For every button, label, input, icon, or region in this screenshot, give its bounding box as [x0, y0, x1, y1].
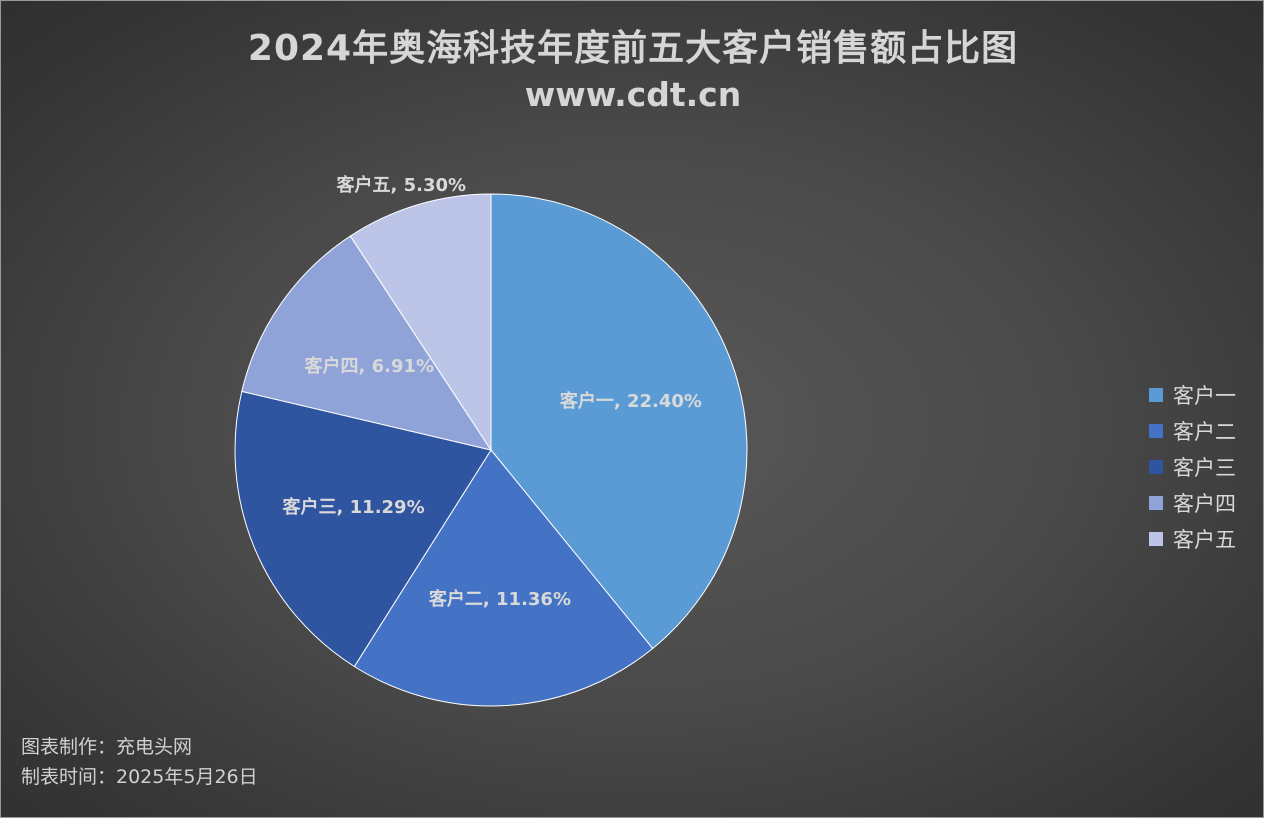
legend-label-1: 客户一 — [1173, 384, 1236, 408]
legend-label-2: 客户二 — [1173, 420, 1236, 444]
pie-slice-3[interactable] — [234, 390, 492, 668]
legend-swatch-3 — [1149, 460, 1163, 474]
legend-label-3: 客户三 — [1173, 456, 1236, 480]
chart-maker-note: 图表制作：充电头网 — [21, 736, 193, 758]
pie-slice-1[interactable] — [490, 193, 748, 650]
pie-slice-2[interactable] — [353, 449, 654, 707]
pie-slice-5[interactable] — [349, 193, 492, 452]
legend: 客户一客户二客户三客户四客户五 — [1149, 377, 1236, 557]
legend-swatch-1 — [1149, 388, 1163, 402]
legend-swatch-4 — [1149, 496, 1163, 510]
legend-item-4[interactable]: 客户四 — [1149, 485, 1236, 521]
legend-item-2[interactable]: 客户二 — [1149, 413, 1236, 449]
legend-item-1[interactable]: 客户一 — [1149, 377, 1236, 413]
chart-subtitle: www.cdt.cn — [524, 75, 742, 114]
chart-date-note: 制表时间：2025年5月26日 — [21, 766, 258, 788]
legend-swatch-2 — [1149, 424, 1163, 438]
legend-item-5[interactable]: 客户五 — [1149, 521, 1236, 557]
legend-item-3[interactable]: 客户三 — [1149, 449, 1236, 485]
chart-title: 2024年奥海科技年度前五大客户销售额占比图 — [247, 28, 1019, 69]
data-label-5: 客户五, 5.30% — [336, 174, 467, 196]
pie-slice-4[interactable] — [241, 235, 493, 451]
legend-label-5: 客户五 — [1173, 528, 1236, 552]
legend-swatch-5 — [1149, 532, 1163, 546]
legend-label-4: 客户四 — [1173, 492, 1236, 516]
data-label-4: 客户四, 6.91% — [304, 355, 435, 377]
data-label-3: 客户三, 11.29% — [282, 497, 425, 519]
data-label-1: 客户一, 22.40% — [559, 391, 702, 413]
data-label-2: 客户二, 11.36% — [428, 589, 571, 611]
